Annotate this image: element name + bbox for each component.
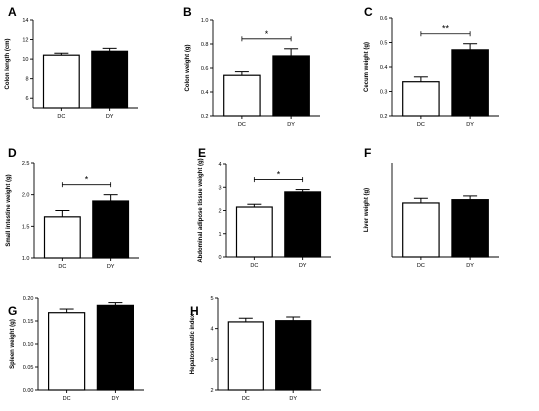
bar (42, 54, 80, 109)
y-tick-label: 8 (25, 77, 28, 83)
x-tick-label: DC (250, 263, 258, 269)
y-axis-title: Colon weight (g) (185, 45, 191, 92)
chart-panel-e: E 0 1 2 3 4 Abdominal adipose tissue weight (g… (198, 146, 331, 269)
y-axis-title: Spleen weight (g) (10, 319, 16, 369)
chart-panel-g: G 0.00 0.05 0.10 0.15 0.20 Spleen weight (g) DC… (8, 296, 144, 402)
x-tick-label: DY (287, 122, 295, 128)
y-tick-label: 0.5 (380, 41, 388, 47)
bar (235, 206, 273, 258)
chart-panel-c: C 0.2 0.3 0.4 0.5 0.6 Cecum weight (g) DC DY ** (364, 5, 499, 128)
y-tick-label: 0.4 (201, 90, 209, 96)
bar (272, 55, 310, 117)
y-tick-label: 0.00 (23, 388, 34, 394)
x-tick-label: DY (106, 114, 114, 120)
y-tick-label: 0.2 (380, 114, 388, 120)
y-tick-label: 1 (218, 232, 221, 238)
y-axis-title: Hepatosomatic index (190, 313, 196, 374)
y-axis-title: Cecum weight (g) (364, 42, 370, 92)
y-tick-label: 6 (25, 96, 28, 102)
y-tick-label: 14 (22, 18, 28, 24)
bar (402, 81, 440, 117)
panel-letter: C (364, 5, 373, 19)
y-tick-label: 4 (210, 327, 213, 333)
panel-letter: G (8, 304, 17, 318)
x-tick-label: DC (238, 122, 246, 128)
significance-label: * (265, 29, 269, 39)
y-tick-label: 0.10 (23, 342, 34, 348)
bar (284, 191, 322, 258)
y-tick-label: 5 (210, 296, 213, 302)
y-axis-title: Colon length (cm) (5, 39, 11, 90)
bar (451, 49, 489, 117)
y-tick-label: 3 (210, 357, 213, 363)
panel-letter: A (8, 5, 17, 19)
x-tick-label: DC (57, 114, 65, 120)
y-tick-label: 0.6 (201, 66, 209, 72)
y-tick-label: 2.5 (22, 161, 30, 167)
bar (47, 312, 86, 391)
y-tick-label: 0.20 (23, 296, 34, 302)
y-tick-label: 4 (218, 162, 221, 168)
y-tick-label: 2 (218, 209, 221, 215)
y-tick-label: 0.3 (380, 90, 388, 96)
bar (91, 50, 129, 109)
chart-panel-d: D 1.0 1.5 2.0 2.5 Small intestine weight (g) D… (6, 146, 139, 270)
x-tick-label: DY (112, 396, 120, 402)
chart-panel-h: H 2 3 4 5 Hepatosomatic index DC DY (190, 296, 321, 402)
y-tick-label: 0.15 (23, 319, 34, 325)
x-tick-label: DC (417, 263, 425, 269)
chart-panel-a: A 6 8 10 12 14 Colon length (cm) DC DY (5, 5, 138, 120)
y-tick-label: 1.0 (201, 18, 209, 24)
y-tick-label: 2 (210, 388, 213, 394)
x-tick-label: DY (466, 122, 474, 128)
significance-label: * (277, 170, 281, 180)
y-tick-label: 1.0 (22, 256, 30, 262)
bar (92, 200, 130, 259)
x-tick-label: DY (289, 396, 297, 402)
bar (275, 320, 312, 391)
y-tick-label: 10 (22, 57, 28, 63)
x-tick-label: DY (466, 263, 474, 269)
y-tick-label: 1.5 (22, 224, 30, 230)
chart-panel-f: F Liver weight (g) DC DY (364, 146, 499, 269)
x-tick-label: DC (63, 396, 71, 402)
panel-letter: E (198, 146, 206, 160)
y-axis-title: Liver weight (g) (364, 188, 370, 232)
x-tick-label: DC (242, 396, 250, 402)
y-tick-label: 0.6 (380, 16, 388, 22)
panel-letter: H (190, 304, 199, 318)
x-tick-label: DC (58, 264, 66, 270)
y-tick-label: 0.4 (380, 65, 388, 71)
y-axis-title: Small intestine weight (g) (6, 174, 12, 246)
y-tick-label: 2.0 (22, 193, 30, 199)
chart-panel-b: B 0.2 0.4 0.6 0.8 1.0 Colon weight (g) DC DY * (183, 5, 320, 128)
y-tick-label: 0.05 (23, 365, 34, 371)
y-tick-label: 0.2 (201, 114, 209, 120)
bar (96, 304, 135, 391)
y-axis-title: Abdominal adipose tissue weight (g) (198, 158, 204, 262)
y-tick-label: 0.8 (201, 42, 209, 48)
panel-letter: D (8, 146, 17, 160)
panel-letter: B (183, 5, 192, 19)
y-tick-label: 12 (22, 38, 28, 44)
bar (451, 199, 489, 258)
bar (223, 74, 261, 117)
panel-letter: F (364, 146, 371, 160)
bar (43, 216, 81, 259)
y-tick-label: 0 (218, 255, 221, 261)
significance-label: ** (442, 24, 450, 34)
significance-label: * (85, 175, 89, 185)
x-tick-label: DY (107, 264, 115, 270)
bar (227, 321, 264, 391)
bar (402, 202, 440, 258)
x-tick-label: DC (417, 122, 425, 128)
x-tick-label: DY (299, 263, 307, 269)
y-tick-label: 3 (218, 185, 221, 191)
